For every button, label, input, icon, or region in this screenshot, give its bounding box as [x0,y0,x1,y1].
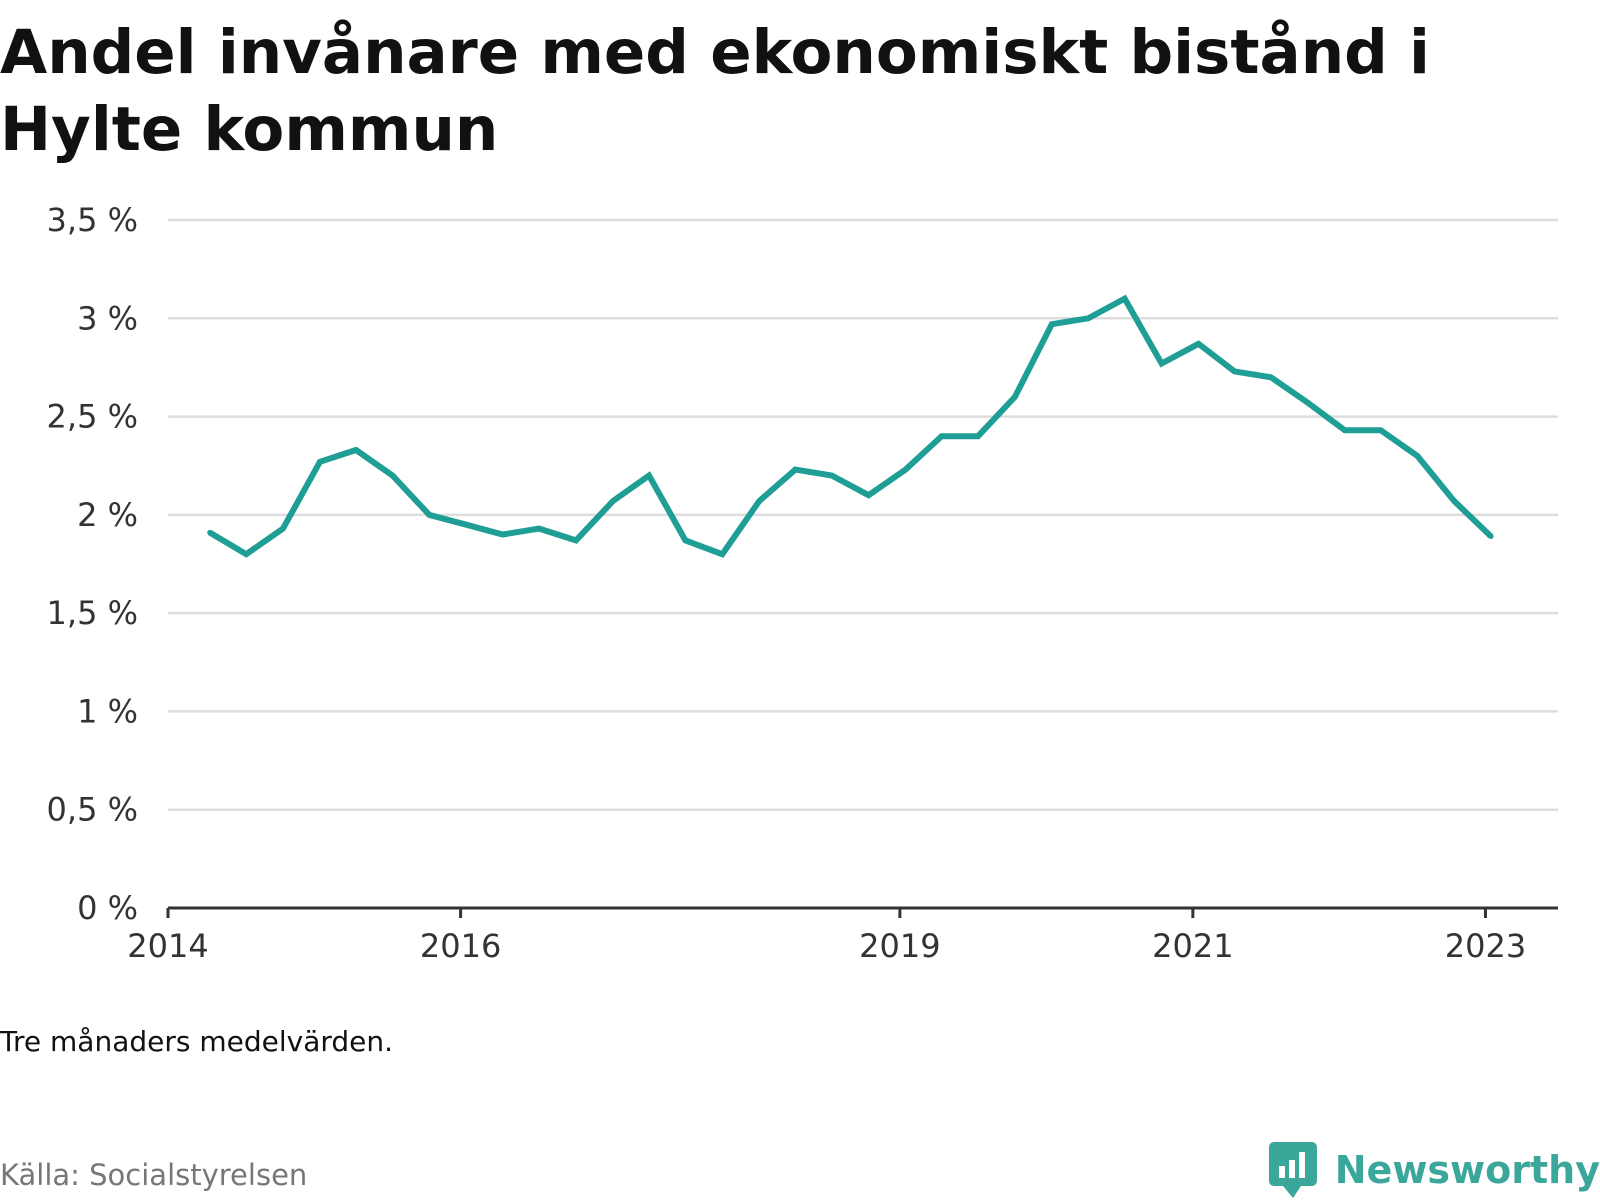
data-point [1085,315,1091,321]
data-point [573,537,579,543]
data-point [1159,360,1165,366]
data-point [243,551,249,557]
newsworthy-logo-icon [1268,1142,1317,1198]
x-tick-label: 2016 [420,927,501,965]
y-tick-label: 2 % [77,496,138,534]
data-point [1232,368,1238,374]
data-point [756,498,762,504]
chart-note: Tre månaders medelvärden. [0,1025,394,1058]
data-point [682,537,688,543]
y-axis-ticks: 0 % 0,5 % 1 % 1,5 % 2 % 2,5 % 3 % 3,5 % [47,201,138,927]
data-point [1414,453,1420,459]
data-point [1488,533,1494,539]
data-point [280,526,286,532]
y-tick-label: 2,5 % [47,398,138,436]
data-point [536,526,542,532]
data-point [610,498,616,504]
brand-logo[interactable]: Newsworthy [1267,1140,1600,1200]
data-point [1342,427,1348,433]
x-tick-label: 2019 [859,927,940,965]
data-point [902,467,908,473]
x-axis: 2014 2016 2019 2021 2023 [127,906,1558,965]
x-tick-label: 2014 [127,927,208,965]
y-tick-label: 0,5 % [47,791,138,829]
series-line [208,294,1494,558]
data-point [939,433,945,439]
data-point [866,492,872,498]
x-tick-label: 2023 [1445,927,1526,965]
data-point [1122,296,1128,302]
y-tick-label: 3 % [77,299,138,337]
y-tick-label: 0 % [77,889,138,927]
data-point [719,551,725,557]
data-point [1012,394,1018,400]
data-point [1378,427,1384,433]
gridlines [168,218,1558,811]
source-credit: Källa: Socialstyrelsen [0,1158,308,1192]
data-point [389,473,395,479]
y-tick-label: 1 % [77,692,138,730]
data-point [463,522,469,528]
data-point [829,473,835,479]
y-tick-label: 3,5 % [47,201,138,239]
data-point [1195,341,1201,347]
series-layer [207,294,1494,558]
x-tick-label: 2021 [1152,927,1233,965]
data-point [207,530,213,536]
data-point [792,467,798,473]
data-point [317,459,323,465]
data-point [500,532,506,538]
y-tick-label: 1,5 % [47,594,138,632]
data-point [1305,400,1311,406]
data-point [1268,374,1274,380]
data-point [646,473,652,479]
data-point [1451,498,1457,504]
line-chart: 0 %0,5 %1 %1,5 %2 %2,5 %3 %3,5 % 2014 201… [47,201,1558,965]
brand-name: Newsworthy [1334,1148,1600,1192]
chart-title: Andel invånare med ekonomiskt bistånd i … [0,17,1430,165]
data-point [426,512,432,518]
data-point [1049,321,1055,327]
data-point [353,447,359,453]
data-point [975,433,981,439]
